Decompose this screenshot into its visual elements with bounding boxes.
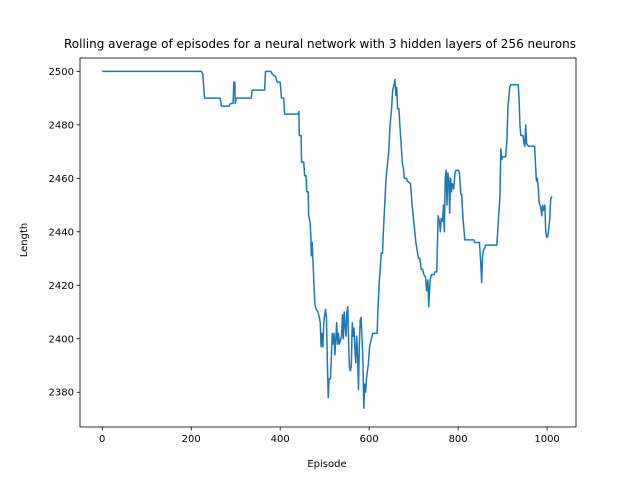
x-axis: 0 200 400 600 800 1000 — [99, 427, 560, 445]
x-tick-label: 800 — [449, 434, 468, 445]
plot-area — [79, 57, 577, 428]
y-tick-label: 2440 — [49, 227, 74, 238]
y-tick-label: 2420 — [49, 281, 74, 292]
y-tick-label: 2400 — [49, 334, 74, 345]
y-axis: 2380 2400 2420 2440 2460 2480 2500 — [49, 67, 80, 399]
y-tick-label: 2500 — [49, 67, 74, 78]
chart-title: Rolling average of episodes for a neural… — [64, 37, 576, 51]
x-tick-label: 0 — [99, 434, 105, 445]
x-tick-label: 200 — [182, 434, 201, 445]
x-tick-label: 600 — [360, 434, 379, 445]
y-axis-label: Length — [19, 223, 30, 258]
x-tick-label: 400 — [271, 434, 290, 445]
series-line-0 — [102, 70, 553, 410]
x-axis-label: Episode — [307, 459, 346, 470]
y-tick-label: 2380 — [49, 388, 74, 399]
plot-frame — [79, 57, 577, 428]
y-tick-label: 2460 — [49, 174, 74, 185]
y-tick-label: 2480 — [49, 120, 74, 131]
x-tick-label: 1000 — [534, 434, 559, 445]
